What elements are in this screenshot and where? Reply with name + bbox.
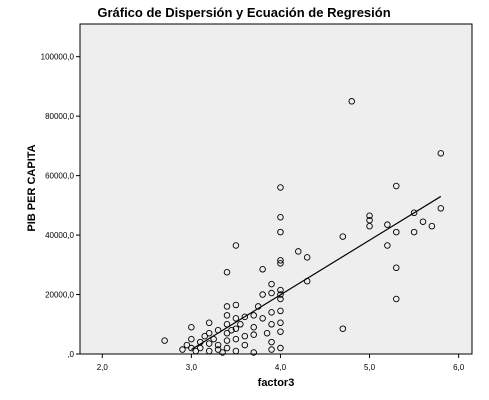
data-point — [277, 328, 284, 335]
data-point — [259, 291, 266, 298]
data-point — [348, 98, 355, 105]
x-axis-title: factor3 — [258, 377, 295, 389]
data-point — [384, 221, 391, 228]
data-point — [277, 257, 284, 264]
data-point — [268, 346, 275, 353]
data-point — [277, 213, 284, 221]
plot-area — [79, 23, 473, 355]
data-point — [366, 222, 373, 230]
data-point — [232, 242, 240, 249]
data-point — [205, 329, 213, 337]
data-point — [277, 291, 284, 298]
data-point — [437, 150, 445, 157]
data-point — [241, 341, 249, 349]
data-point — [223, 337, 231, 344]
data-point — [268, 321, 275, 328]
data-point — [223, 312, 231, 319]
data-point — [339, 233, 347, 240]
y-tick-label: 40000,0 — [45, 231, 74, 240]
y-axis-title: PIB PER CAPITA — [26, 144, 38, 231]
data-point — [214, 341, 222, 349]
data-point — [197, 344, 204, 352]
data-point — [223, 344, 231, 352]
y-tick-label: 100000,0 — [41, 53, 75, 62]
y-tick-label: ,0 — [67, 350, 74, 359]
data-point — [241, 313, 249, 321]
data-point — [295, 248, 302, 255]
data-point — [250, 312, 257, 319]
data-point — [223, 268, 231, 276]
x-tick-label: 2,0 — [97, 363, 109, 372]
y-axis: ,0 20000,0 40000,0 60000,0 80000,0 100000,0 — [41, 53, 80, 359]
data-point — [250, 323, 257, 331]
regression-line — [191, 195, 442, 351]
data-point — [179, 346, 186, 353]
data-point — [232, 315, 240, 322]
data-point — [277, 260, 284, 267]
data-point — [277, 228, 284, 236]
data-point — [263, 329, 271, 337]
data-point — [228, 326, 235, 334]
data-point — [188, 323, 195, 331]
data-point — [232, 325, 240, 332]
data-point — [183, 341, 191, 349]
data-point — [428, 222, 436, 230]
data-point — [419, 218, 427, 225]
data-point — [214, 346, 222, 353]
data-points — [161, 98, 445, 356]
data-point — [232, 347, 240, 355]
data-point — [205, 347, 213, 355]
data-point — [277, 286, 284, 294]
data-point — [268, 289, 275, 297]
x-tick-label: 3,0 — [186, 363, 198, 372]
data-point — [268, 309, 275, 316]
y-tick-label: 20000,0 — [45, 291, 74, 300]
x-tick-label: 5,0 — [364, 363, 376, 372]
data-point — [277, 295, 284, 303]
data-point — [393, 264, 400, 272]
data-point — [232, 301, 240, 309]
data-point — [219, 349, 226, 356]
data-point — [188, 335, 195, 343]
data-point — [277, 184, 284, 191]
data-point — [259, 315, 266, 322]
data-point — [192, 347, 200, 355]
data-point — [223, 303, 231, 310]
data-point — [201, 332, 208, 340]
data-point — [277, 319, 284, 327]
data-point — [366, 212, 373, 220]
x-axis: 2,0 3,0 4,0 5,0 6,0 — [97, 354, 465, 372]
data-point — [259, 266, 266, 273]
data-point — [410, 209, 418, 217]
data-point — [437, 205, 445, 212]
data-point — [205, 319, 213, 327]
data-point — [205, 340, 213, 347]
data-point — [410, 228, 418, 236]
data-point — [268, 280, 275, 288]
data-point — [250, 331, 257, 338]
data-point — [161, 337, 168, 344]
data-point — [393, 295, 400, 303]
data-point — [237, 321, 244, 328]
data-point — [250, 349, 257, 356]
data-point — [393, 182, 400, 190]
x-tick-label: 4,0 — [275, 363, 287, 372]
data-point — [277, 344, 284, 352]
y-tick-label: 80000,0 — [45, 112, 74, 121]
data-point — [268, 338, 275, 346]
data-point — [339, 325, 347, 332]
x-tick-label: 6,0 — [453, 363, 465, 372]
data-point — [277, 307, 284, 315]
chart-title: Gráfico de Dispersión y Ecuación de Regr… — [97, 5, 390, 20]
data-point — [393, 228, 400, 236]
data-point — [384, 242, 391, 249]
data-point — [241, 332, 249, 340]
data-point — [232, 335, 240, 343]
data-point — [223, 329, 231, 337]
data-point — [303, 254, 311, 261]
y-tick-label: 60000,0 — [45, 172, 74, 181]
